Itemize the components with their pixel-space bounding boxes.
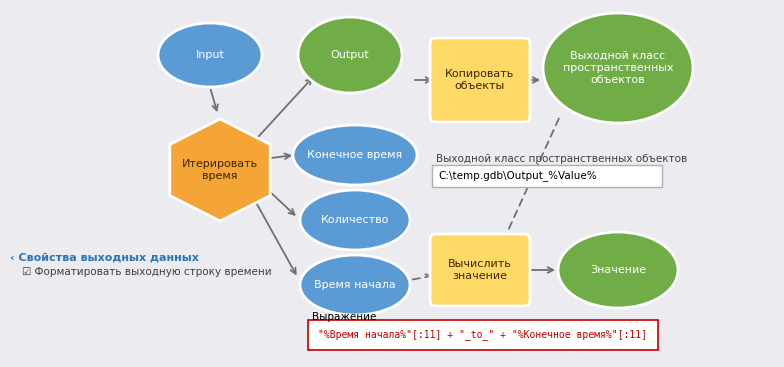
Text: Количество: Количество — [321, 215, 389, 225]
Text: Копировать
объекты: Копировать объекты — [445, 69, 514, 91]
Ellipse shape — [298, 17, 402, 93]
FancyBboxPatch shape — [432, 165, 662, 187]
Text: Выражение: Выражение — [312, 312, 376, 322]
Text: C:\temp.gdb\Output_%Value%: C:\temp.gdb\Output_%Value% — [438, 171, 597, 181]
Text: ‹ Свойства выходных данных: ‹ Свойства выходных данных — [10, 252, 199, 262]
Polygon shape — [170, 119, 270, 221]
Text: Input: Input — [195, 50, 224, 60]
Text: ☑ Форматировать выходную строку времени: ☑ Форматировать выходную строку времени — [22, 267, 271, 277]
Ellipse shape — [300, 255, 410, 315]
Text: "%Время начала%"[:11] + "_to_" + "%Конечное время%"[:11]: "%Время начала%"[:11] + "_to_" + "%Конеч… — [318, 330, 648, 341]
Text: Итерировать
время: Итерировать время — [182, 159, 258, 181]
Text: Значение: Значение — [590, 265, 646, 275]
Text: Вычислить
значение: Вычислить значение — [448, 259, 512, 281]
Text: Конечное время: Конечное время — [307, 150, 403, 160]
FancyBboxPatch shape — [308, 320, 658, 350]
Text: Выходной класс пространственных объектов: Выходной класс пространственных объектов — [436, 154, 688, 164]
Ellipse shape — [293, 125, 417, 185]
FancyBboxPatch shape — [430, 38, 530, 122]
Ellipse shape — [543, 13, 693, 123]
Ellipse shape — [158, 23, 262, 87]
Ellipse shape — [558, 232, 678, 308]
Ellipse shape — [300, 190, 410, 250]
Text: Выходной класс
пространственных
объектов: Выходной класс пространственных объектов — [563, 51, 673, 86]
FancyBboxPatch shape — [430, 234, 530, 306]
Text: Время начала: Время начала — [314, 280, 396, 290]
Text: Output: Output — [331, 50, 369, 60]
